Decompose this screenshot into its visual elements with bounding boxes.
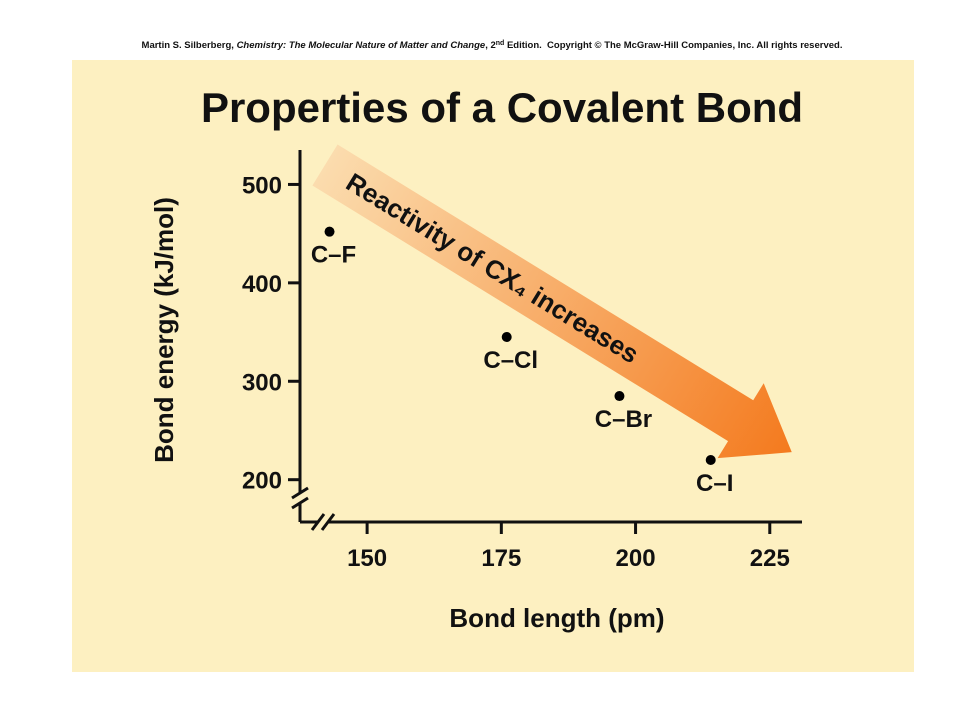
x-tick-label: 175 <box>481 545 521 572</box>
x-tick-label: 150 <box>347 545 387 572</box>
y-break <box>291 486 309 500</box>
credit-part: nd <box>496 40 505 47</box>
x-break <box>310 513 326 531</box>
y-tick-label: 300 <box>242 369 282 396</box>
credit-part: Chemistry: The Molecular Nature of Matte… <box>237 40 486 51</box>
credit-line: Martin S. Silberberg, Chemistry: The Mol… <box>142 40 843 51</box>
point-label: C–I <box>696 470 733 497</box>
point-label: C–Br <box>595 406 652 433</box>
data-point <box>705 455 716 465</box>
data-point <box>324 226 335 237</box>
y-break-gap <box>292 493 308 503</box>
credit-part: Martin S. Silberberg, <box>142 40 237 51</box>
credit-part: Edition. Copyright © The McGraw-Hill Com… <box>504 40 842 51</box>
y-axis-label: Bond energy (kJ/mol) <box>149 197 179 463</box>
x-tick-label: 225 <box>750 545 790 572</box>
x-axis-label: Bond length (pm) <box>449 603 664 633</box>
arrow-shape <box>312 144 792 459</box>
data-point <box>614 391 625 402</box>
point-label: C–Cl <box>483 347 538 374</box>
data-point <box>501 331 512 342</box>
background-panel <box>72 60 914 672</box>
y-tick-label: 200 <box>242 468 282 495</box>
credit-part: , 2 <box>485 40 496 51</box>
chart-title: Properties of a Covalent Bond <box>201 84 803 131</box>
y-break <box>291 496 309 510</box>
axis-breaks <box>291 486 336 531</box>
x-break-gap <box>318 514 328 530</box>
y-tick-label: 400 <box>242 271 282 298</box>
x-tick-label: 200 <box>616 545 656 572</box>
point-label: C–F <box>311 242 356 269</box>
y-tick-label: 500 <box>242 172 282 199</box>
x-break <box>320 513 336 531</box>
